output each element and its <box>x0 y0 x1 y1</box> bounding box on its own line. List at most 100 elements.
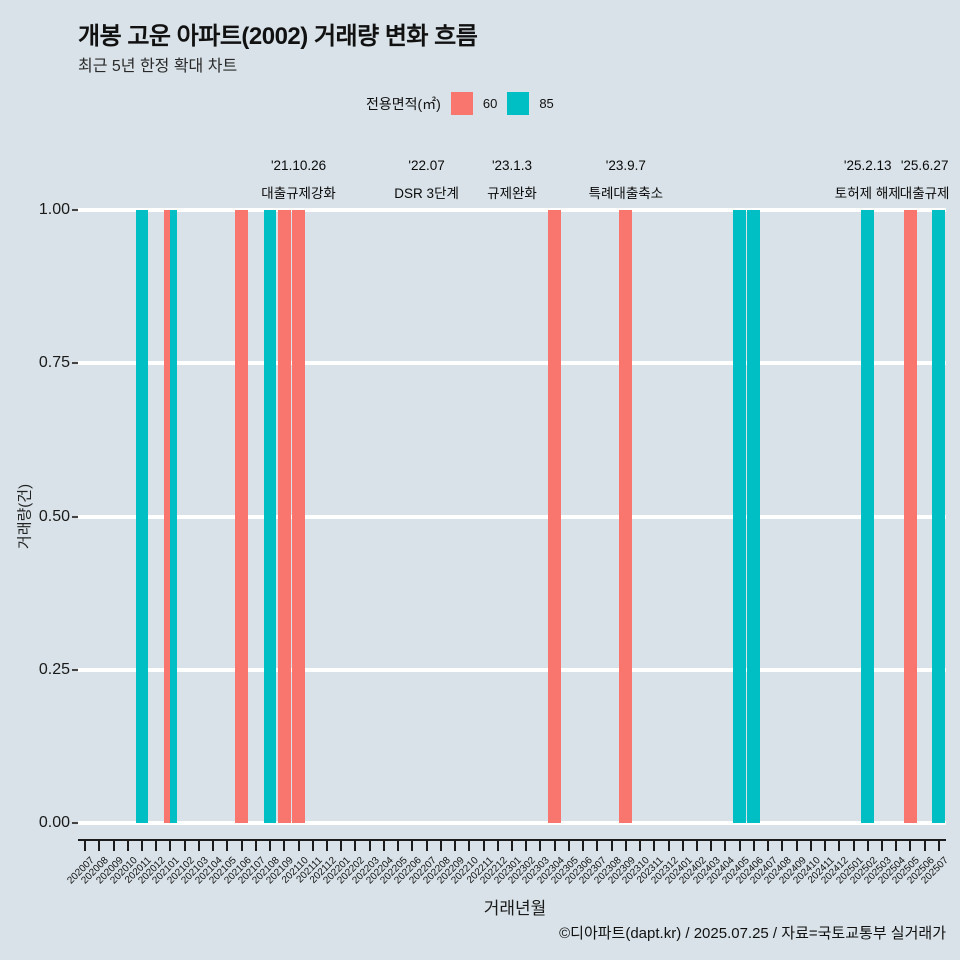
x-axis-tick <box>454 841 457 851</box>
y-axis-tick <box>72 515 78 518</box>
gridline <box>78 667 946 672</box>
x-axis-tick <box>738 841 741 851</box>
gridline <box>78 208 946 212</box>
y-axis-tick <box>72 209 78 211</box>
legend-value-60: 60 <box>482 96 498 111</box>
x-axis-tick <box>852 841 855 851</box>
event-vline-202502 <box>867 150 869 852</box>
event-label-202506: 대출규제 <box>899 186 950 201</box>
x-axis-tick <box>909 841 912 851</box>
x-axis-tick <box>582 841 585 851</box>
bar-202406-85 <box>747 210 761 823</box>
bar-202106-60 <box>235 210 249 823</box>
legend-value-85: 85 <box>539 96 554 111</box>
x-axis-tick <box>681 841 684 851</box>
x-axis-tick <box>923 841 926 851</box>
x-axis-tick <box>695 841 698 851</box>
x-axis-tick <box>197 841 200 851</box>
event-date-202207: '22.07 <box>408 158 445 173</box>
x-axis-title: 거래년월 <box>483 899 547 918</box>
bar-202405-85 <box>733 210 747 823</box>
y-axis-tick-label: 1.00 <box>38 201 70 218</box>
x-axis-tick <box>795 841 798 851</box>
x-axis-tick <box>84 841 87 851</box>
x-axis-tick <box>553 841 556 851</box>
x-axis-tick <box>112 841 115 851</box>
x-axis-tick <box>425 841 428 851</box>
event-date-202506: '25.6.27 <box>900 158 949 173</box>
x-axis-tick <box>624 841 627 851</box>
bar-202502-85 <box>861 210 875 823</box>
event-label-202301: 규제완화 <box>487 186 537 201</box>
x-axis-tick <box>809 841 812 851</box>
y-axis-tick-label: 0.25 <box>38 660 70 678</box>
x-axis-tick <box>752 841 755 851</box>
y-axis-tick <box>72 822 78 824</box>
x-axis-tick <box>169 841 172 851</box>
x-axis-tick <box>155 841 158 851</box>
x-axis-tick <box>781 841 784 851</box>
event-date-202301: '23.1.3 <box>491 158 533 173</box>
page-subtitle: 최근 5년 한정 확대 차트 <box>78 58 238 75</box>
x-axis-tick <box>895 841 898 851</box>
bar-202011-85 <box>135 210 149 823</box>
event-vline-202309 <box>625 150 627 852</box>
gridline <box>78 514 946 519</box>
x-axis-tick <box>283 841 286 851</box>
x-axis-tick <box>212 841 215 851</box>
x-axis-tick <box>653 841 656 851</box>
legend: 전용면적(㎡) 60 85 <box>366 92 554 115</box>
x-axis-tick <box>240 841 243 851</box>
bar-202507-85 <box>932 210 946 823</box>
y-axis-tick-label: 0.50 <box>38 507 70 525</box>
x-axis-tick <box>354 841 357 851</box>
gridline <box>78 821 946 825</box>
x-axis-tick <box>496 841 499 851</box>
bar-202101-60 <box>164 210 171 823</box>
footer-credit: ©디아파트(dapt.kr) / 2025.07.25 / 자료=국토교통부 실… <box>559 925 946 942</box>
x-axis-tick <box>141 841 144 851</box>
x-axis-tick <box>596 841 599 851</box>
x-axis-tick <box>269 841 272 851</box>
event-vline-202301 <box>511 150 513 852</box>
x-axis-tick <box>382 841 385 851</box>
x-axis-tick <box>767 841 770 851</box>
y-axis-tick <box>72 362 78 365</box>
bar-202505-60 <box>904 210 917 823</box>
x-axis-tick <box>511 841 513 851</box>
x-axis-tick <box>226 841 229 851</box>
legend-title: 전용면적(㎡) <box>366 95 441 112</box>
bar-202108-85 <box>263 210 277 823</box>
x-axis-tick <box>340 841 343 851</box>
event-vline-202110 <box>298 150 300 852</box>
x-axis-tick <box>98 841 101 851</box>
bar-202304-60 <box>548 210 562 823</box>
x-axis-tick <box>297 841 300 851</box>
x-axis-tick <box>937 841 940 851</box>
event-label-202502: 토허제 해제 <box>834 186 901 201</box>
x-axis-tick <box>639 841 642 851</box>
event-label-202309: 특례대출축소 <box>588 186 664 201</box>
x-axis-tick <box>880 841 883 851</box>
x-axis-tick <box>866 841 869 851</box>
bar-202110-60 <box>292 210 305 823</box>
x-axis-tick <box>838 841 841 851</box>
event-vline-202506 <box>924 150 926 852</box>
x-axis-tick <box>368 841 371 851</box>
y-axis-tick-label: 0.75 <box>38 354 70 372</box>
bar-202101-85 <box>170 210 177 823</box>
x-axis-tick <box>439 841 442 851</box>
x-axis-tick <box>183 841 186 851</box>
event-date-202110: '21.10.26 <box>270 158 327 173</box>
x-axis-tick <box>610 841 613 851</box>
x-axis-tick <box>667 841 670 851</box>
x-axis-tick <box>468 841 471 851</box>
event-vline-202207 <box>426 150 428 852</box>
event-label-202207: DSR 3단계 <box>394 186 459 201</box>
x-axis-tick <box>525 841 528 851</box>
x-axis-tick <box>824 841 827 851</box>
legend-swatch-85 <box>507 92 530 115</box>
x-axis-tick <box>539 841 542 851</box>
x-axis-tick <box>411 841 414 851</box>
event-date-202502: '25.2.13 <box>843 158 892 173</box>
